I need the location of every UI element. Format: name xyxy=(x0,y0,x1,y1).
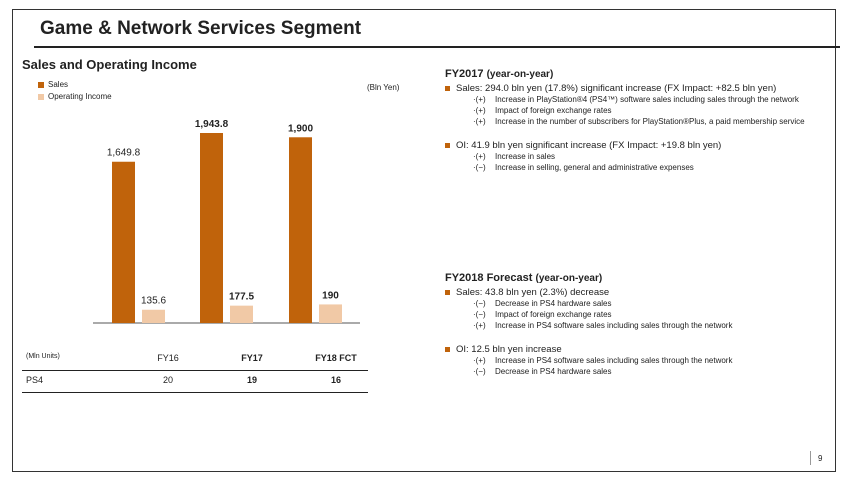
list-item-text: Increase in PS4 software sales including… xyxy=(495,356,733,365)
list-item-text: Decrease in PS4 hardware sales xyxy=(495,367,612,376)
bar-sales-1 xyxy=(200,133,223,323)
fy2018-heading: FY2018 Forecast (year-on-year) xyxy=(445,272,815,284)
units-label: (Mln Units) xyxy=(26,353,60,360)
fy2018-sales-line: Sales: 43.8 bln yen (2.3%) decrease xyxy=(456,287,610,298)
page-number: 9 xyxy=(818,454,823,463)
title-divider xyxy=(34,46,840,48)
fy2017-sales-bullet: Sales: 294.0 bln yen (17.8%) significant… xyxy=(445,83,815,94)
slide-frame xyxy=(12,9,836,472)
legend-item-sales: Sales xyxy=(38,79,112,91)
col-header-fy18: FY18 FCT xyxy=(315,353,357,363)
bullet-square-icon xyxy=(445,347,450,352)
fy2017-oi-bullet: OI: 41.9 bln yen significant increase (F… xyxy=(445,140,815,151)
fy2017-sales-line: Sales: 294.0 bln yen (17.8%) significant… xyxy=(456,83,777,94)
data-label-operating-income-2: 190 xyxy=(322,290,339,301)
list-item-text: Increase in selling, general and adminis… xyxy=(495,163,694,172)
col-header-fy17: FY17 xyxy=(241,353,263,363)
legend-swatch-sales xyxy=(38,82,44,88)
fy2017-section: FY2017 (year-on-year) Sales: 294.0 bln y… xyxy=(445,68,815,173)
list-item-mark: ·(−) xyxy=(473,310,486,319)
list-item: ·(−) Decrease in PS4 hardware sales xyxy=(473,366,815,377)
data-label-operating-income-1: 177.5 xyxy=(229,292,254,303)
data-label-sales-1: 1,943.8 xyxy=(195,119,229,130)
bar-sales-2 xyxy=(289,137,312,323)
fy2018-yoy: (year-on-year) xyxy=(535,273,603,284)
bullet-square-icon xyxy=(445,86,450,91)
bar-operating-income-1 xyxy=(230,305,253,323)
legend-label-sales: Sales xyxy=(48,80,69,89)
list-item: ·(−) Increase in selling, general and adm… xyxy=(473,162,815,173)
data-label-sales-2: 1,900 xyxy=(288,123,313,134)
list-item: ·(−) Impact of foreign exchange rates xyxy=(473,309,815,320)
fy2017-oi-line: OI: 41.9 bln yen significant increase (F… xyxy=(456,140,722,151)
chart-legend: Sales Operating Income xyxy=(38,79,112,103)
list-item-mark: ·(+) xyxy=(473,95,486,104)
list-item-mark: ·(+) xyxy=(473,117,486,126)
list-item-mark: ·(−) xyxy=(473,163,486,172)
table-row: PS4 20 19 16 xyxy=(22,370,368,393)
row-label-ps4: PS4 xyxy=(26,375,44,385)
data-label-operating-income-0: 135.6 xyxy=(141,296,166,307)
page-title: Game & Network Services Segment xyxy=(40,18,362,39)
cell-ps4-fy16: 20 xyxy=(162,375,173,385)
list-item-text: Increase in the number of subscribers fo… xyxy=(495,117,805,126)
fy2018-oi-bullet: OI: 12.5 bln yen increase xyxy=(445,344,815,355)
legend-label-operating-income: Operating Income xyxy=(48,92,112,101)
list-item-mark: ·(−) xyxy=(473,367,486,376)
chart-title: Sales and Operating Income xyxy=(22,57,197,72)
cell-ps4-fy17: 19 xyxy=(246,375,257,385)
list-item-text: Increase in sales xyxy=(495,152,556,161)
fy2017-heading: FY2017 (year-on-year) xyxy=(445,68,815,80)
units-table-header: (Mln Units) FY16 FY17 FY18 FCT xyxy=(22,348,368,371)
chart-unit-label: (Bln Yen) xyxy=(367,83,400,92)
list-item: ·(+) Increase in PS4 software sales inclu… xyxy=(473,355,815,366)
list-item: ·(+) Increase in PlayStation®4 (PS4™) sof… xyxy=(473,94,815,105)
cell-ps4-fy18: 16 xyxy=(330,375,341,385)
bullet-square-icon xyxy=(445,290,450,295)
list-item: ·(+) Impact of foreign exchange rates xyxy=(473,105,815,116)
data-label-sales-0: 1,649.8 xyxy=(107,148,141,159)
list-item-mark: ·(+) xyxy=(473,356,486,365)
list-item-text: Increase in PlayStation®4 (PS4™) softwar… xyxy=(495,95,799,104)
list-item: ·(+) Increase in PS4 software sales inclu… xyxy=(473,320,815,331)
fy2018-sales-bullet: Sales: 43.8 bln yen (2.3%) decrease xyxy=(445,287,815,298)
list-item-text: Impact of foreign exchange rates xyxy=(495,310,612,319)
legend-swatch-operating-income xyxy=(38,94,44,100)
list-item: ·(+) Increase in the number of subscriber… xyxy=(473,116,815,127)
list-item-text: Impact of foreign exchange rates xyxy=(495,106,612,115)
list-item-mark: ·(+) xyxy=(473,106,486,115)
fy2018-oi-line: OI: 12.5 bln yen increase xyxy=(456,344,562,355)
bar-operating-income-2 xyxy=(319,304,342,323)
fy2017-yoy: (year-on-year) xyxy=(486,69,554,80)
bullet-square-icon xyxy=(445,143,450,148)
list-item: ·(−) Decrease in PS4 hardware sales xyxy=(473,298,815,309)
list-item-mark: ·(+) xyxy=(473,152,486,161)
list-item-mark: ·(−) xyxy=(473,299,486,308)
bar-sales-0 xyxy=(112,161,135,323)
fy2018-section: FY2018 Forecast (year-on-year) Sales: 43… xyxy=(445,272,815,377)
fy2017-title: FY2017 xyxy=(445,68,484,80)
legend-item-operating-income: Operating Income xyxy=(38,91,112,103)
list-item-text: Decrease in PS4 hardware sales xyxy=(495,299,612,308)
list-item-text: Increase in PS4 software sales including… xyxy=(495,321,733,330)
fy2018-title: FY2018 Forecast xyxy=(445,272,533,284)
list-item-mark: ·(+) xyxy=(473,321,486,330)
list-item: ·(+) Increase in sales xyxy=(473,151,815,162)
page-number-divider xyxy=(810,451,811,465)
bar-operating-income-0 xyxy=(142,309,165,323)
col-header-fy16: FY16 xyxy=(157,353,179,363)
